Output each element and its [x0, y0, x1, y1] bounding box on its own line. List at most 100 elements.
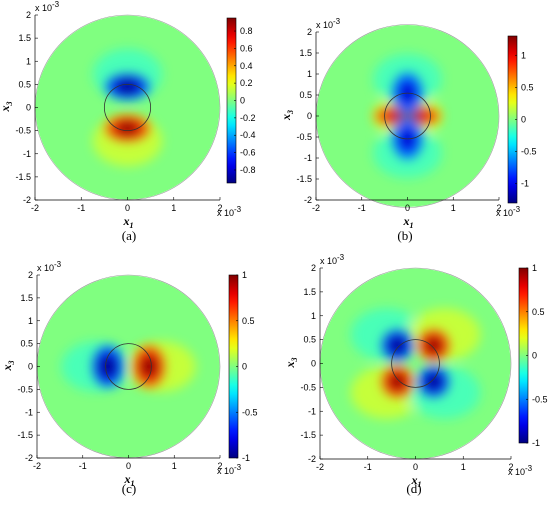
x-exponent-power: -3 — [234, 463, 242, 472]
x-tick-label: -2 — [31, 203, 39, 213]
field-lobe-0 — [116, 80, 139, 93]
axes-c: -2 -1 0 1 221.510.50-0.5-1-1.5-2x 10-3x 10-3… — [0, 260, 242, 488]
x-exponent-label: x 10-3 — [217, 463, 242, 476]
y-exponent-base: x 10 — [37, 263, 54, 273]
x-exponent-power: -3 — [525, 464, 533, 473]
y-tick-label: 0.5 — [20, 339, 33, 349]
colorbar-tick-label: 1 — [532, 263, 537, 273]
y-tick-label: 2 — [307, 27, 312, 37]
x-tick-label: 0 — [413, 462, 418, 472]
x-exponent-base: x 10 — [217, 466, 234, 476]
y-axis-label-main: x — [283, 362, 297, 369]
y-tick-label: -2 — [308, 454, 316, 464]
colorbar-tick-label: 0.2 — [240, 78, 253, 88]
x-axis-label-main: x — [411, 473, 418, 487]
field-lobe-1 — [116, 122, 139, 135]
x-tick-label: -2 — [316, 462, 324, 472]
y-tick-label: 1 — [307, 69, 312, 79]
y-tick-label: 1.5 — [18, 33, 31, 43]
inner-circle — [103, 83, 152, 132]
y-exponent-label: x 10-3 — [316, 17, 341, 30]
x-axis-label-main: x — [123, 214, 130, 228]
x-tick-label: 1 — [451, 203, 456, 213]
y-tick-label: 0.5 — [303, 335, 316, 345]
x-tick-label: 2 — [217, 461, 222, 471]
chart-panel-d: -2 -1 0 1 221.510.50-0.5-1-1.5-2x 10-3x 10-3… — [283, 253, 548, 496]
x-tick-label: 2 — [496, 203, 501, 213]
field-lobe-0 — [100, 356, 116, 377]
colorbar-tick-label: -0.6 — [240, 148, 256, 158]
colorbar-b: 1 0.5 0 -0.5 -1 — [507, 35, 537, 204]
x-tick-label: 1 — [171, 203, 176, 213]
y-tick-label: -1.5 — [296, 174, 312, 184]
inner-circle — [391, 339, 440, 388]
x-exponent-power: -3 — [513, 205, 521, 214]
field-b — [316, 24, 499, 208]
colorbar-tick-label: 0.5 — [242, 316, 255, 326]
colorbar-tick-label: 0 — [532, 351, 537, 361]
colorbar-tick-label: 0 — [521, 115, 526, 125]
x-tick-label: 1 — [172, 461, 177, 471]
x-tick-label: 2 — [508, 462, 513, 472]
panel-caption: (d) — [406, 481, 421, 496]
colorbar-c: 1 0.5 0 -0.5 -1 — [228, 270, 258, 463]
colorbar-tick-label: -0.2 — [240, 113, 256, 123]
chart-panel-a: -2 -1 0 1 221.510.50-0.5-1-1.5-2x 10-3x 10-3… — [0, 0, 256, 243]
x-tick-label: 0 — [125, 203, 130, 213]
inner-circle — [105, 343, 152, 390]
y-tick-label: 2 — [28, 270, 33, 280]
y-tick-label: -1 — [25, 407, 33, 417]
y-tick-label: -0.5 — [300, 382, 316, 392]
x-axis-label: x1 — [124, 472, 135, 488]
panel-caption: (c) — [122, 481, 136, 496]
x-exponent-base: x 10 — [508, 467, 525, 477]
x-tick-label: -1 — [77, 203, 85, 213]
field-lobes — [105, 73, 150, 142]
colorbar-tick-label: -1 — [532, 438, 540, 448]
y-axis-label-sub: 3 — [7, 361, 16, 366]
field-lobe-3 — [426, 374, 442, 390]
y-tick-label: 1 — [28, 316, 33, 326]
x-axis-label: x1 — [411, 473, 422, 489]
y-tick-label: -0.5 — [296, 132, 312, 142]
x-axis-label-sub: 1 — [130, 221, 134, 230]
colorbar-tick-label: 0.4 — [240, 61, 253, 71]
y-tick-label: 0 — [311, 359, 316, 369]
y-exponent-label: x 10-3 — [35, 0, 60, 13]
colorbar-tick-label: 0.6 — [240, 43, 253, 53]
y-exponent-base: x 10 — [35, 3, 52, 13]
y-tick-label: -0.5 — [17, 384, 33, 394]
field-background — [320, 268, 511, 459]
x-exponent-label: x 10-3 — [508, 464, 533, 477]
y-tick-label: 1.5 — [20, 293, 33, 303]
y-tick-label: 0 — [28, 362, 33, 372]
y-tick-label: 0 — [26, 103, 31, 113]
colorbar-d: 1 0.5 0 -0.5 -1 — [518, 263, 548, 448]
colorbar-tick-label: 1 — [521, 50, 526, 60]
colorbar-tick-label: -1 — [521, 179, 529, 189]
y-tick-label: 0.5 — [18, 79, 31, 89]
x-tick-label: 0 — [126, 461, 131, 471]
field-lobe-1 — [426, 337, 442, 353]
y-axis-label: x3 — [0, 361, 16, 372]
field-lobe-2 — [389, 374, 405, 390]
y-tick-label: 2 — [26, 10, 31, 20]
x-axis-label: x1 — [403, 214, 414, 230]
y-tick-label: 1.5 — [303, 287, 316, 297]
field-d — [320, 268, 511, 459]
x-tick-label: 2 — [217, 203, 222, 213]
y-axis-label: x3 — [283, 358, 299, 369]
x-exponent-label: x 10-3 — [496, 205, 521, 218]
y-tick-label: 1 — [26, 56, 31, 66]
x-axis-label-sub: 1 — [418, 480, 422, 489]
x-tick-label: 1 — [461, 462, 466, 472]
colorbar-tick-label: 0.5 — [521, 82, 534, 92]
y-tick-label: -1 — [308, 406, 316, 416]
field-c — [37, 275, 220, 458]
x-axis-label-sub: 1 — [410, 221, 414, 230]
colorbar-tick-label: -0.5 — [242, 407, 258, 417]
axes-a: -2 -1 0 1 221.510.50-0.5-1-1.5-2x 10-3x 10-3… — [0, 0, 242, 230]
y-tick-label: -2 — [23, 195, 31, 205]
y-tick-label: -2 — [25, 453, 33, 463]
